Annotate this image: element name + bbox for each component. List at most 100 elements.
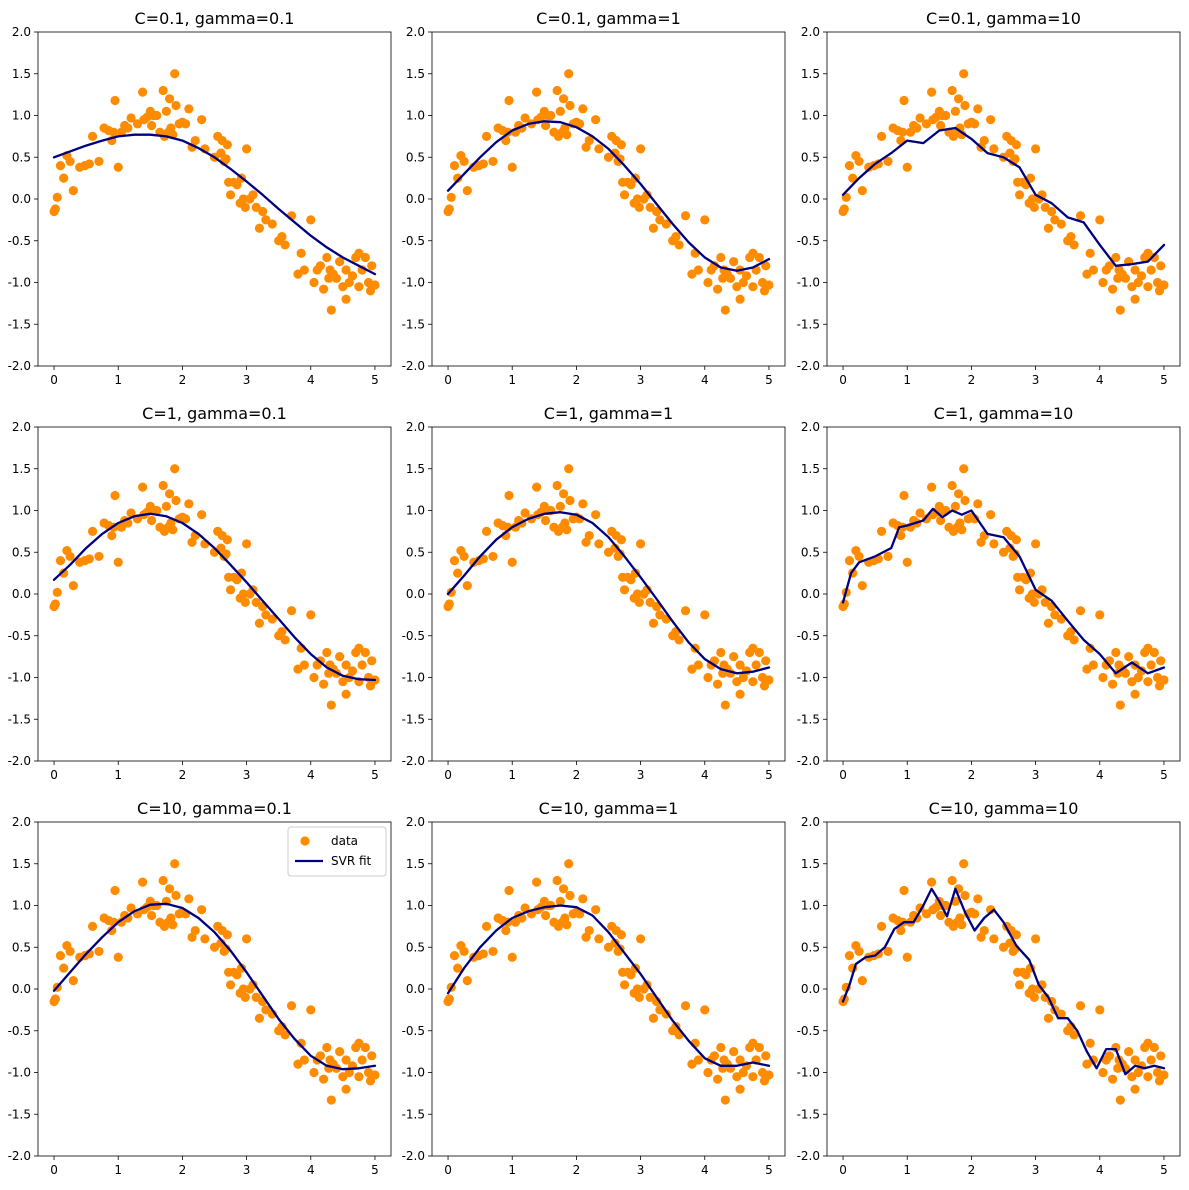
data-point [87, 526, 98, 536]
data-point [306, 215, 316, 225]
subplot-8: C=10, gamma=1 0 1 2 3 4 5 -2.0 -1.5 -1.0 -0.5 0.0 0.… [402, 799, 786, 1177]
data-point [748, 1072, 758, 1082]
x-tick-label: 0 [839, 768, 847, 782]
data-point [280, 635, 290, 645]
data-point [367, 261, 377, 271]
data-point [322, 252, 332, 263]
scatter-series [49, 464, 380, 710]
data-point [1011, 535, 1021, 545]
data-point [123, 123, 133, 133]
data-point [232, 180, 242, 190]
data-point [735, 689, 745, 699]
data-point [979, 135, 989, 146]
y-tick-label: 1.0 [406, 899, 425, 913]
data-point [520, 113, 530, 123]
y-tick-label: -1.0 [402, 1066, 425, 1080]
data-point [110, 885, 120, 896]
data-point [555, 501, 565, 511]
data-point [854, 156, 864, 167]
data-point [1115, 700, 1125, 710]
y-tick-label: 0.0 [12, 587, 31, 601]
data-point [619, 190, 630, 200]
data-point [462, 581, 472, 591]
data-point [1146, 660, 1156, 670]
data-point [286, 606, 297, 616]
data-point [170, 859, 180, 869]
subplot-title: C=10, gamma=10 [929, 799, 1079, 818]
data-point [761, 656, 771, 666]
subplot-5: C=1, gamma=1 0 1 2 3 4 5 -2.0 -1.5 -1.0 -0.5 0.0 0.5… [402, 404, 786, 782]
subplot-1: C=0.1, gamma=0.1 0 1 2 3 4 5 -2.0 -1.5 -1.0 -0.5 0.… [8, 9, 392, 387]
data-point [459, 551, 469, 562]
y-tick-label: -1.0 [797, 671, 820, 685]
y-tick-label: 0.0 [801, 192, 820, 206]
data-point [59, 173, 69, 183]
data-point [741, 271, 752, 281]
data-point [1120, 273, 1131, 283]
y-tick-label: 1.5 [801, 462, 820, 476]
data-point [449, 161, 460, 171]
data-point [1159, 1070, 1169, 1080]
data-point [1156, 1051, 1166, 1061]
svr-fit-line [841, 887, 1166, 1076]
data-point [481, 131, 492, 141]
svr-fit-line [52, 133, 377, 276]
scatter-series [838, 69, 1169, 315]
data-point [286, 1001, 297, 1011]
data-point [959, 69, 969, 79]
data-point [504, 885, 514, 896]
data-point [748, 643, 758, 653]
data-point [462, 186, 472, 196]
data-point [555, 106, 565, 116]
data-point [1043, 618, 1054, 628]
data-point [1021, 970, 1031, 980]
data-point [562, 130, 572, 140]
x-tick-label: 5 [371, 768, 379, 782]
data-point [960, 100, 970, 111]
data-point [883, 551, 893, 562]
data-point [309, 672, 319, 683]
data-point [299, 1055, 309, 1065]
axes-frame [37, 821, 392, 1157]
data-point [1108, 1074, 1118, 1084]
data-point [1095, 1005, 1105, 1015]
data-point [1043, 1013, 1054, 1023]
data-point [341, 265, 351, 275]
data-point [319, 679, 329, 689]
x-tick-label: 1 [114, 768, 122, 782]
data-point [989, 539, 999, 549]
data-point [541, 515, 551, 526]
y-tick-label: -0.5 [797, 1024, 820, 1038]
x-tick-label: 2 [179, 1163, 187, 1177]
y-tick-label: 1.5 [801, 857, 820, 871]
data-point [616, 535, 626, 545]
axes-frame [826, 821, 1181, 1157]
data-point [857, 186, 867, 196]
data-point [50, 204, 60, 214]
data-point [277, 626, 287, 637]
y-tick-label: 0.0 [12, 982, 31, 996]
data-point [446, 192, 456, 202]
data-point [648, 618, 659, 628]
data-point [68, 186, 78, 196]
scatter-series [443, 464, 774, 710]
data-point [626, 180, 636, 190]
data-point [171, 100, 181, 111]
data-point [68, 581, 78, 591]
y-tick-label: 2.0 [801, 25, 820, 39]
y-tick-label: -1.5 [402, 1107, 425, 1121]
data-point [555, 896, 565, 906]
data-point [854, 551, 864, 562]
data-point [674, 635, 684, 645]
data-point [941, 110, 951, 121]
data-point [1043, 223, 1054, 233]
data-point [1011, 930, 1021, 940]
data-point [716, 252, 726, 263]
data-point [55, 951, 66, 961]
data-point [147, 515, 157, 526]
data-point [713, 1074, 723, 1084]
data-point [661, 219, 671, 229]
y-tick-label: -0.5 [797, 234, 820, 248]
data-point [315, 1051, 325, 1061]
data-point [558, 884, 569, 894]
